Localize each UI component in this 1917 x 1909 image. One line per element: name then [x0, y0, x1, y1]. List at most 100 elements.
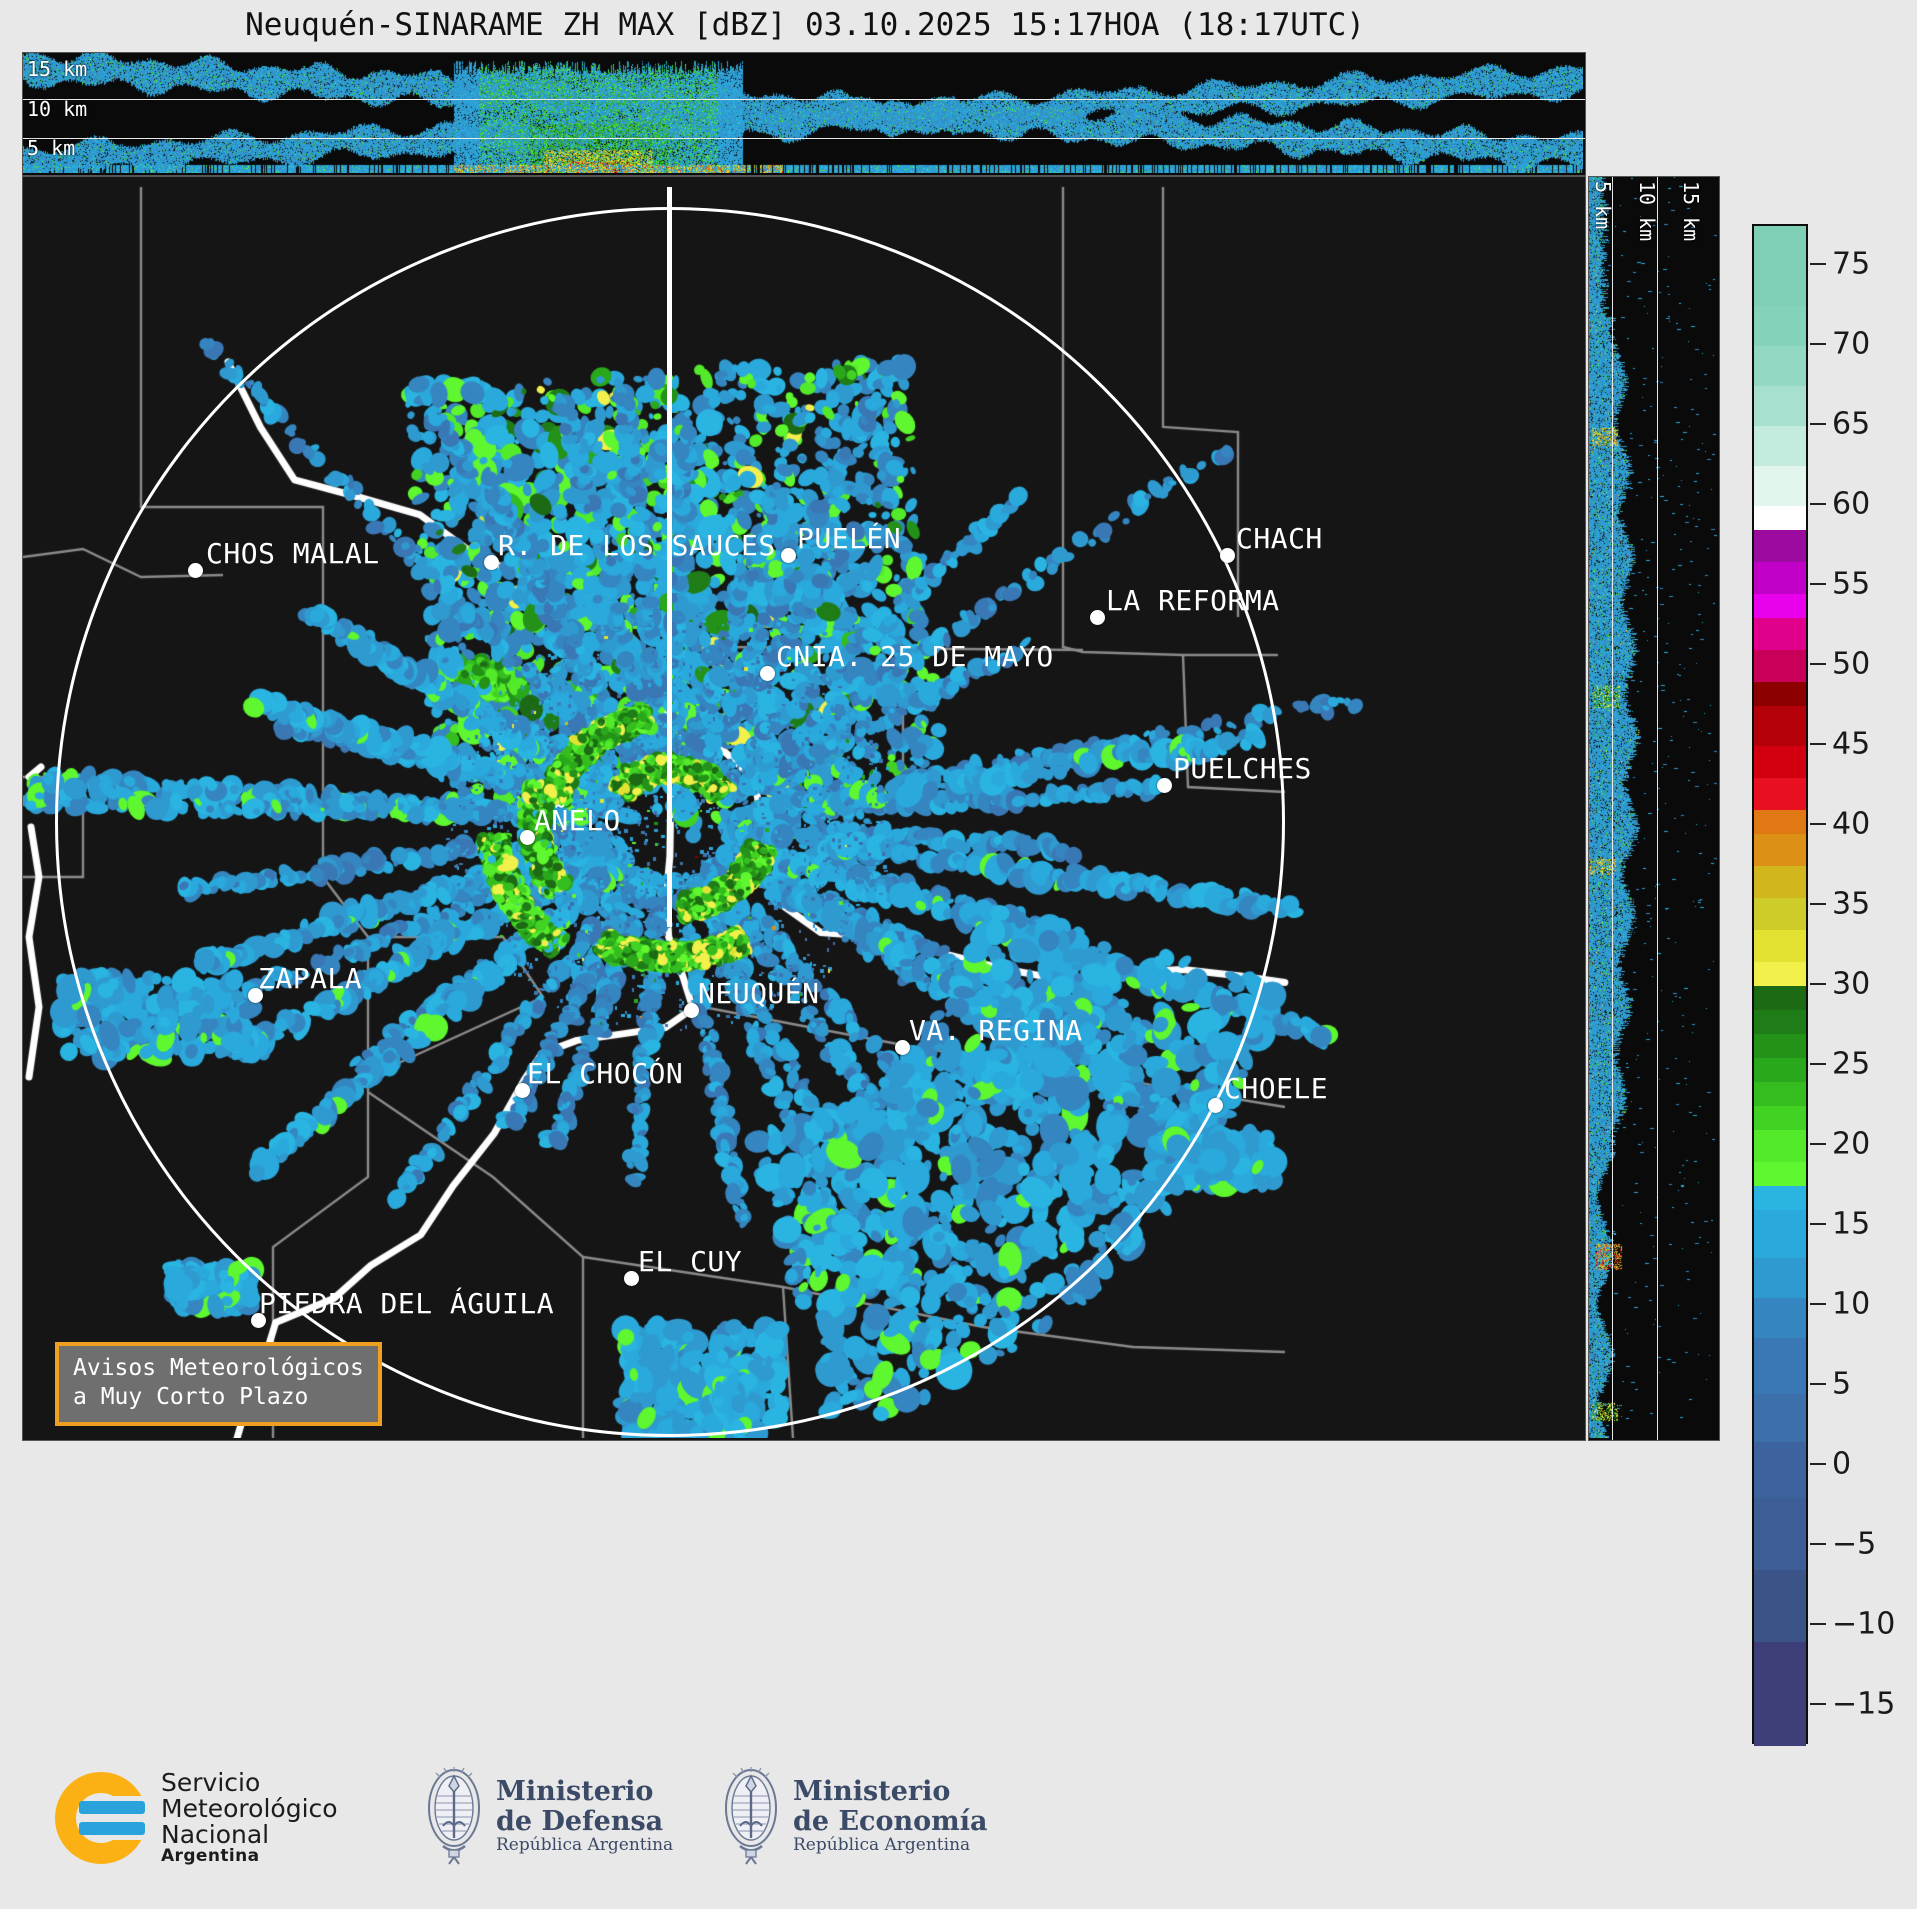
colorbar-segment	[1754, 834, 1806, 866]
argentina-coat-of-arms-icon-2	[722, 1766, 780, 1866]
smn-line-3: Nacional	[161, 1820, 270, 1849]
city-dot	[1220, 548, 1235, 563]
colorbar: 75 70 65 60 55 50 45 40 35 30 25 20 15 10 5 0 −5 −10 −15	[1752, 224, 1902, 1746]
colorbar-tick-label: −5	[1832, 1526, 1877, 1562]
argentina-coat-of-arms-icon	[425, 1766, 483, 1866]
colorbar-tick-label: 75	[1832, 246, 1871, 282]
colorbar-segment	[1754, 346, 1806, 386]
smn-mark-icon	[55, 1771, 151, 1864]
mineco-line-1: Ministerio	[793, 1775, 951, 1807]
city-label: EL CHOCÓN	[527, 1057, 684, 1090]
colorbar-segment	[1754, 866, 1806, 898]
smn-line-4: Argentina	[161, 1846, 260, 1866]
city-dot	[248, 988, 263, 1003]
colorbar-tick	[1810, 1623, 1826, 1625]
colorbar-segment	[1754, 1442, 1806, 1498]
city-label: CHOS MALAL	[206, 537, 380, 570]
city-dot	[684, 1003, 699, 1018]
city-label: PIEDRA DEL ÁGUILA	[259, 1287, 555, 1320]
height-gridline-10km	[23, 99, 1585, 100]
colorbar-tick-label: −10	[1832, 1606, 1896, 1642]
colorbar-segment	[1754, 1186, 1806, 1210]
city-dot	[520, 830, 535, 845]
city-label: CHACH	[1236, 522, 1323, 555]
colorbar-segment	[1754, 1162, 1806, 1186]
city-label: VA. REGINA	[909, 1014, 1083, 1047]
height-gridline-5km-right	[1612, 177, 1613, 1440]
ministerio-defensa-logo: Ministerio de Defensa República Argentin…	[425, 1766, 673, 1866]
colorbar-tick-label: 55	[1832, 566, 1871, 602]
city-dot	[760, 666, 775, 681]
city-label: PUELCHES	[1173, 752, 1312, 785]
colorbar-tick	[1810, 903, 1826, 905]
colorbar-segment	[1754, 1570, 1806, 1642]
colorbar-tick	[1810, 1063, 1826, 1065]
colorbar-segment	[1754, 778, 1806, 810]
colorbar-tick	[1810, 423, 1826, 425]
colorbar-tick-label: 0	[1832, 1446, 1852, 1482]
colorbar-segment	[1754, 746, 1806, 778]
mindef-line-1: Ministerio	[496, 1775, 654, 1807]
height-label-15km: 15 km	[27, 57, 88, 81]
colorbar-tick	[1810, 1143, 1826, 1145]
cross-section-radial-line	[667, 187, 672, 927]
mineco-line-2: de Economía	[793, 1805, 988, 1837]
height-label-10km: 10 km	[27, 97, 88, 121]
warning-line-1: Avisos Meteorológicos	[73, 1355, 364, 1381]
city-label: NEUQUÉN	[698, 977, 820, 1010]
colorbar-tick-label: 35	[1832, 886, 1871, 922]
right-cross-section-panel: 5 km 10 km 15 km	[1588, 176, 1720, 1441]
colorbar-tick-label: 10	[1832, 1286, 1871, 1322]
colorbar-segment	[1754, 930, 1806, 962]
colorbar-tick	[1810, 503, 1826, 505]
colorbar-tick-label: −15	[1832, 1686, 1896, 1722]
ministerio-economia-logo: Ministerio de Economía República Argenti…	[722, 1766, 987, 1866]
colorbar-segment	[1754, 426, 1806, 466]
city-dot	[624, 1271, 639, 1286]
colorbar-segment	[1754, 506, 1806, 530]
colorbar-tick-label: 45	[1832, 726, 1871, 762]
colorbar-segment	[1754, 1498, 1806, 1570]
colorbar-segment	[1754, 1298, 1806, 1338]
radar-plan-view-panel[interactable]: CHOS MALAL R. DE LOS SAUCES PUELÉN CHACH LA …	[22, 176, 1586, 1441]
colorbar-segment	[1754, 1258, 1806, 1298]
colorbar-segment	[1754, 706, 1806, 746]
colorbar-tick	[1810, 263, 1826, 265]
height-gridline-5km	[23, 138, 1585, 139]
colorbar-segment	[1754, 1394, 1806, 1442]
colorbar-tick	[1810, 743, 1826, 745]
height-label-5km: 5 km	[27, 136, 76, 160]
colorbar-segment	[1754, 1058, 1806, 1082]
colorbar-segment	[1754, 650, 1806, 682]
colorbar-gradient	[1752, 224, 1808, 1746]
colorbar-segment	[1754, 1010, 1806, 1034]
city-dot	[1157, 778, 1172, 793]
colorbar-segment	[1754, 562, 1806, 594]
colorbar-segment	[1754, 986, 1806, 1010]
colorbar-tick-label: 65	[1832, 406, 1871, 442]
colorbar-segment	[1754, 1338, 1806, 1394]
colorbar-segment	[1754, 594, 1806, 618]
city-dot	[781, 548, 796, 563]
colorbar-tick-label: 5	[1832, 1366, 1852, 1402]
city-label: R. DE LOS SAUCES	[498, 529, 776, 562]
colorbar-tick	[1810, 1303, 1826, 1305]
city-label: EL CUY	[638, 1245, 743, 1278]
height-label-15km-right: 15 km	[1679, 181, 1703, 242]
city-dot	[188, 563, 203, 578]
colorbar-tick	[1810, 583, 1826, 585]
colorbar-tick	[1810, 1703, 1826, 1705]
mineco-line-3: República Argentina	[793, 1835, 971, 1856]
colorbar-tick	[1810, 1463, 1826, 1465]
height-label-10km-right: 10 km	[1635, 181, 1659, 242]
colorbar-tick	[1810, 823, 1826, 825]
mindef-line-3: República Argentina	[496, 1835, 674, 1856]
city-dot	[515, 1083, 530, 1098]
colorbar-segment	[1754, 1034, 1806, 1058]
colorbar-tick-label: 15	[1832, 1206, 1871, 1242]
colorbar-segment	[1754, 386, 1806, 426]
colorbar-tick	[1810, 1543, 1826, 1545]
height-gridline-10km-right	[1657, 177, 1658, 1440]
status-badge[interactable]: Avisos Meteorológicos a Muy Corto Plazo	[55, 1342, 382, 1426]
colorbar-segment	[1754, 962, 1806, 986]
